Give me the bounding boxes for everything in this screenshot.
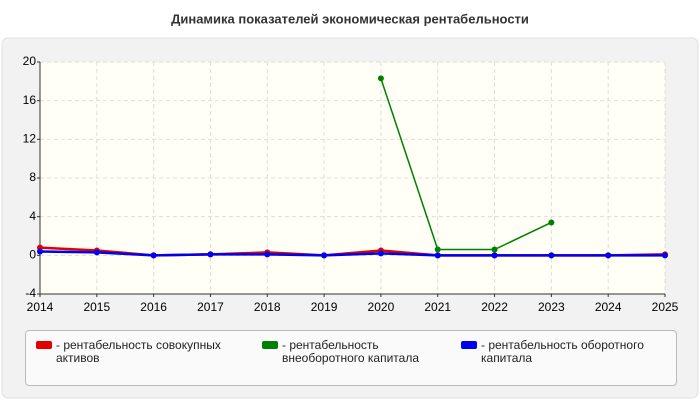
x-tick-label: 2014 (27, 300, 54, 314)
series-line (39, 250, 665, 257)
point (321, 252, 328, 259)
x-tick-label: 2015 (83, 300, 110, 314)
point (605, 252, 612, 259)
x-tick-label: 2017 (197, 300, 224, 314)
x-tick-label: 2016 (140, 300, 167, 314)
point (377, 250, 384, 257)
point (434, 246, 441, 253)
x-tick-label: 2019 (311, 300, 338, 314)
x-tick-label: 2025 (652, 300, 679, 314)
y-tick-label: 8 (29, 170, 36, 184)
y-tick-label: 0 (29, 248, 36, 262)
y-tick-label: -4 (25, 286, 36, 300)
point (548, 252, 555, 259)
point (662, 252, 668, 259)
legend-label: - рентабельность оборотного капитала (481, 338, 644, 365)
y-tick-label: 16 (23, 93, 37, 107)
point (491, 246, 498, 253)
series-line (380, 78, 552, 251)
point (491, 252, 498, 259)
legend-swatch (262, 341, 278, 349)
point (434, 252, 441, 259)
x-tick-label: 2023 (538, 300, 565, 314)
y-tick-label: 20 (23, 54, 37, 68)
legend-item: - рентабельность совокупных активов (36, 339, 256, 365)
point (37, 248, 43, 255)
y-tick-label: 4 (29, 209, 36, 223)
point (548, 219, 555, 226)
legend-item: - рентабельность внеоборотного капитала (262, 339, 457, 365)
point (264, 251, 271, 258)
x-tick-label: 2022 (481, 300, 508, 314)
legend-swatch (36, 341, 52, 349)
point (377, 75, 384, 82)
point (207, 251, 214, 258)
legend-label: - рентабельность совокупных активов (56, 338, 221, 365)
legend: - рентабельность совокупных активов - рен… (25, 330, 677, 386)
x-tick-label: 2020 (368, 300, 395, 314)
legend-item: - рентабельность оборотного капитала (461, 339, 681, 365)
legend-swatch (461, 341, 477, 349)
point (93, 249, 100, 256)
x-tick-label: 2018 (254, 300, 281, 314)
point (150, 252, 157, 259)
legend-label: - рентабельность внеоборотного капитала (282, 338, 419, 365)
y-tick-label: 12 (23, 132, 37, 146)
x-tick-label: 2021 (424, 300, 451, 314)
x-tick-label: 2024 (595, 300, 622, 314)
chart-title: Динамика показателей экономическая рента… (171, 11, 529, 26)
